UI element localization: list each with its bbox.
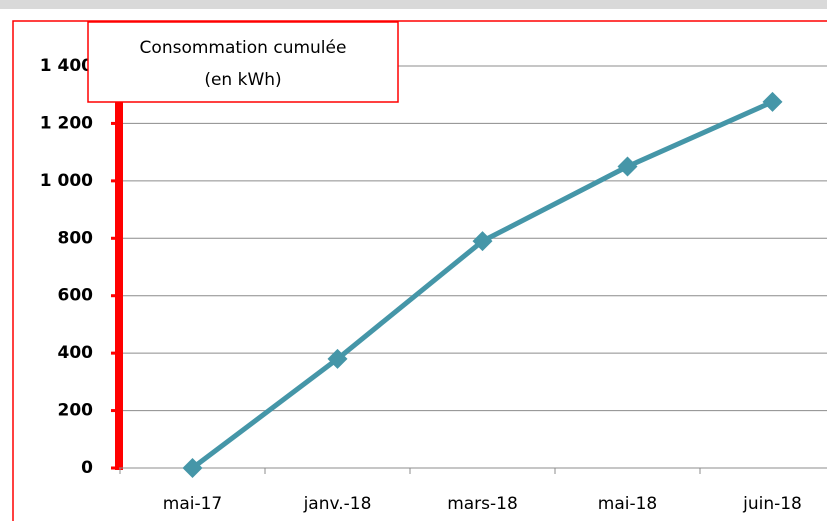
- top-strip: [0, 0, 827, 9]
- title-box: [87, 21, 399, 103]
- x-tick-label: juin-18: [742, 494, 802, 514]
- y-tick-label: 0: [81, 458, 93, 478]
- point-marker: [327, 348, 348, 369]
- y-tick-label: 1 200: [40, 113, 93, 133]
- y-tick-label: 200: [58, 401, 94, 421]
- point-marker: [182, 458, 203, 478]
- x-tick-label: janv.-18: [303, 494, 372, 514]
- y-tick-label: 800: [58, 228, 94, 248]
- chart-subtitle: (en kWh): [204, 70, 281, 90]
- grid: [120, 65, 827, 412]
- chart-title: Consommation cumulée: [140, 38, 347, 58]
- point-marker: [617, 156, 638, 177]
- point-marker: [762, 91, 783, 112]
- x-tick-label: mai-17: [163, 494, 222, 514]
- series-line: [190, 99, 774, 470]
- x-tick-label: mars-18: [447, 494, 518, 514]
- y-tick-label: 400: [58, 343, 94, 363]
- y-tick-label: 1 400: [40, 56, 93, 76]
- y-tick-label: 600: [58, 286, 94, 306]
- x-tick-label: mai-18: [598, 494, 657, 514]
- y-tick-label: 1 000: [40, 171, 93, 191]
- frame: [12, 20, 827, 521]
- point-marker: [472, 231, 493, 252]
